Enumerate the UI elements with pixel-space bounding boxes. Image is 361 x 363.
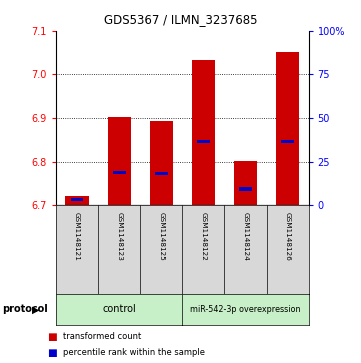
Bar bbox=[276, 52, 299, 205]
Text: GSM1148123: GSM1148123 bbox=[116, 212, 122, 261]
Bar bbox=[155, 172, 168, 175]
Text: miR-542-3p overexpression: miR-542-3p overexpression bbox=[190, 305, 301, 314]
Text: control: control bbox=[102, 305, 136, 314]
Text: GSM1148126: GSM1148126 bbox=[284, 212, 291, 261]
Text: GSM1148121: GSM1148121 bbox=[74, 212, 80, 261]
Bar bbox=[113, 171, 126, 174]
Bar bbox=[108, 117, 131, 205]
Text: ■: ■ bbox=[47, 348, 57, 358]
Text: ▶: ▶ bbox=[32, 305, 39, 314]
Text: protocol: protocol bbox=[2, 305, 48, 314]
Bar bbox=[234, 161, 257, 205]
Bar bbox=[150, 122, 173, 205]
Bar bbox=[239, 187, 252, 191]
Text: GSM1148122: GSM1148122 bbox=[200, 212, 206, 261]
Text: GSM1148124: GSM1148124 bbox=[243, 212, 248, 261]
Bar bbox=[192, 61, 215, 205]
Bar bbox=[71, 198, 83, 201]
Bar bbox=[197, 140, 210, 143]
Text: GSM1148125: GSM1148125 bbox=[158, 212, 164, 261]
Text: transformed count: transformed count bbox=[63, 333, 142, 341]
Bar bbox=[281, 140, 294, 143]
Text: percentile rank within the sample: percentile rank within the sample bbox=[63, 348, 205, 357]
Bar bbox=[65, 196, 88, 205]
Text: GDS5367 / ILMN_3237685: GDS5367 / ILMN_3237685 bbox=[104, 13, 257, 26]
Text: ■: ■ bbox=[47, 332, 57, 342]
